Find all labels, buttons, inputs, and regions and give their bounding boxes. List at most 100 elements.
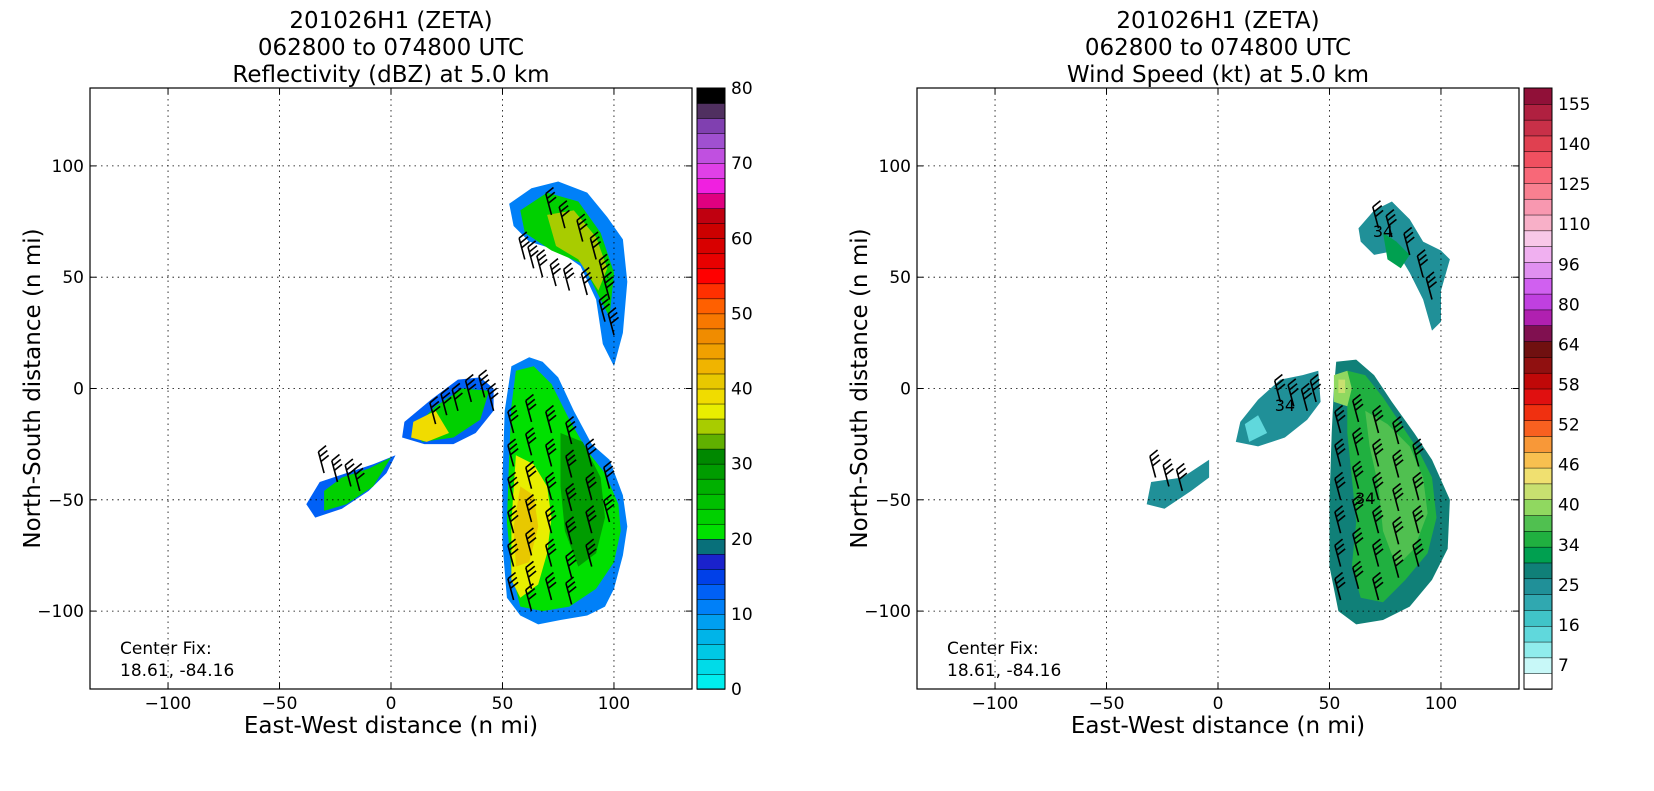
wind-barb [487, 382, 499, 412]
wind-barb [1352, 393, 1364, 423]
colorbar-segment [696, 493, 726, 510]
wind-barb [451, 382, 463, 412]
colorbar-segment [696, 373, 726, 390]
wind-barb [1372, 200, 1384, 229]
y-tick-label: −50 [48, 491, 84, 511]
reflectivity-echo [520, 192, 614, 318]
y-tick-label: 50 [62, 268, 84, 288]
colorbar-segment [696, 418, 726, 435]
wind-speed-area [1383, 232, 1410, 269]
wind-barb [1412, 538, 1424, 567]
colorbar-segment [696, 253, 726, 270]
colorbar-segment [1523, 340, 1553, 358]
colorbar-segment [1523, 593, 1553, 611]
colorbar-segment [696, 598, 726, 615]
colorbar-tick-label: 25 [1558, 576, 1580, 596]
colorbar-segment [696, 192, 726, 209]
wind-barb [576, 213, 588, 242]
colorbar-segment [1523, 214, 1553, 232]
colorbar-tick-label: 40 [731, 380, 753, 400]
colorbar-segment [1523, 467, 1553, 485]
colorbar-tick-label: 80 [731, 79, 753, 99]
wind-barb [429, 396, 441, 425]
wind-barb [558, 200, 570, 229]
y-tick-label: 0 [900, 380, 911, 400]
wind-speed-area [1146, 459, 1210, 509]
wind-barb [317, 445, 330, 474]
y-axis-label: North-South distance (n mi) [847, 228, 873, 548]
x-tick-label: 100 [598, 694, 630, 714]
wind-barb [565, 549, 577, 578]
reflectivity-panel: 201026H1 (ZETA) 062800 to 074800 UTC Refle… [0, 0, 827, 787]
colorbar-tick-label: 64 [1558, 335, 1580, 355]
colorbar-tick-label: 16 [1558, 616, 1580, 636]
plot-area: 34 34 34 [1146, 200, 1450, 625]
wind-barb [585, 471, 597, 501]
wind-barb [440, 387, 452, 416]
wind-barb [1352, 427, 1364, 456]
y-tick-label: 0 [73, 380, 84, 400]
y-tick-label: −50 [875, 491, 911, 511]
wind-barb [607, 307, 620, 336]
y-tick-label: 100 [52, 157, 84, 177]
wind-barb [525, 460, 537, 489]
wind-barb [1372, 438, 1384, 467]
colorbar-segment [1523, 103, 1553, 121]
colorbar-tick-label: 60 [731, 229, 753, 249]
colorbar-segment [1523, 230, 1553, 247]
wind-barb [545, 571, 557, 601]
wind-barb [1334, 505, 1346, 534]
colorbar-segment [696, 313, 726, 330]
x-tick-label: −100 [145, 694, 192, 714]
colorbar-segment [696, 102, 726, 119]
colorbar-segment [696, 298, 726, 315]
wind-barb [1372, 471, 1384, 501]
wind-barb [464, 373, 477, 403]
colorbar-tick-label: 70 [731, 154, 753, 174]
wind-barb [1287, 378, 1299, 407]
colorbar-segment [1523, 562, 1553, 580]
wind-barb [1392, 482, 1404, 512]
colorbar-segment [696, 583, 726, 600]
chart-title-line: 062800 to 074800 UTC [1085, 35, 1351, 61]
colorbar-segment [696, 388, 726, 405]
wind-barb [1334, 471, 1346, 501]
colorbar-segment [1523, 546, 1553, 564]
x-tick-label: −50 [1089, 694, 1125, 714]
reflectivity-echo [560, 433, 605, 567]
x-tick-label: 100 [1425, 694, 1457, 714]
colorbar-segment [696, 463, 726, 480]
wind-barb [331, 453, 343, 483]
wind-barb [565, 482, 577, 512]
wind-speed-area [1338, 379, 1346, 393]
colorbar-tick-label: 110 [1558, 215, 1590, 235]
wind-barb [545, 404, 557, 434]
wind-barb [603, 271, 615, 300]
colorbar-tick-label: 40 [1558, 496, 1580, 516]
wind-barb [1372, 538, 1384, 567]
contour-label: 34 [1275, 396, 1295, 415]
wind-barb [527, 240, 539, 269]
colorbar-segment [696, 508, 726, 525]
colorbar-segment [696, 283, 726, 300]
colorbar-segment [1523, 182, 1553, 200]
colorbar-segment [696, 433, 726, 450]
wind-barb [1412, 505, 1424, 534]
colorbar-tick-label: 10 [731, 605, 753, 625]
colorbar-segment [1523, 135, 1553, 153]
wind-barb [1412, 471, 1424, 501]
wind-barb [507, 404, 519, 434]
colorbar-segment [696, 207, 726, 224]
wind-barb [1392, 416, 1404, 445]
wind-barb [525, 527, 537, 556]
colorbar-segment [696, 478, 726, 495]
wind-barb [353, 462, 365, 492]
colorbar-segment [696, 523, 726, 540]
wind-barb [1162, 458, 1174, 487]
wind-barb [549, 258, 562, 287]
colorbar-segment [696, 222, 726, 240]
wind-barb [589, 231, 602, 260]
colorbar-segment [1523, 245, 1553, 263]
colorbar-segment [1523, 166, 1553, 184]
x-tick-label: 0 [386, 694, 397, 714]
